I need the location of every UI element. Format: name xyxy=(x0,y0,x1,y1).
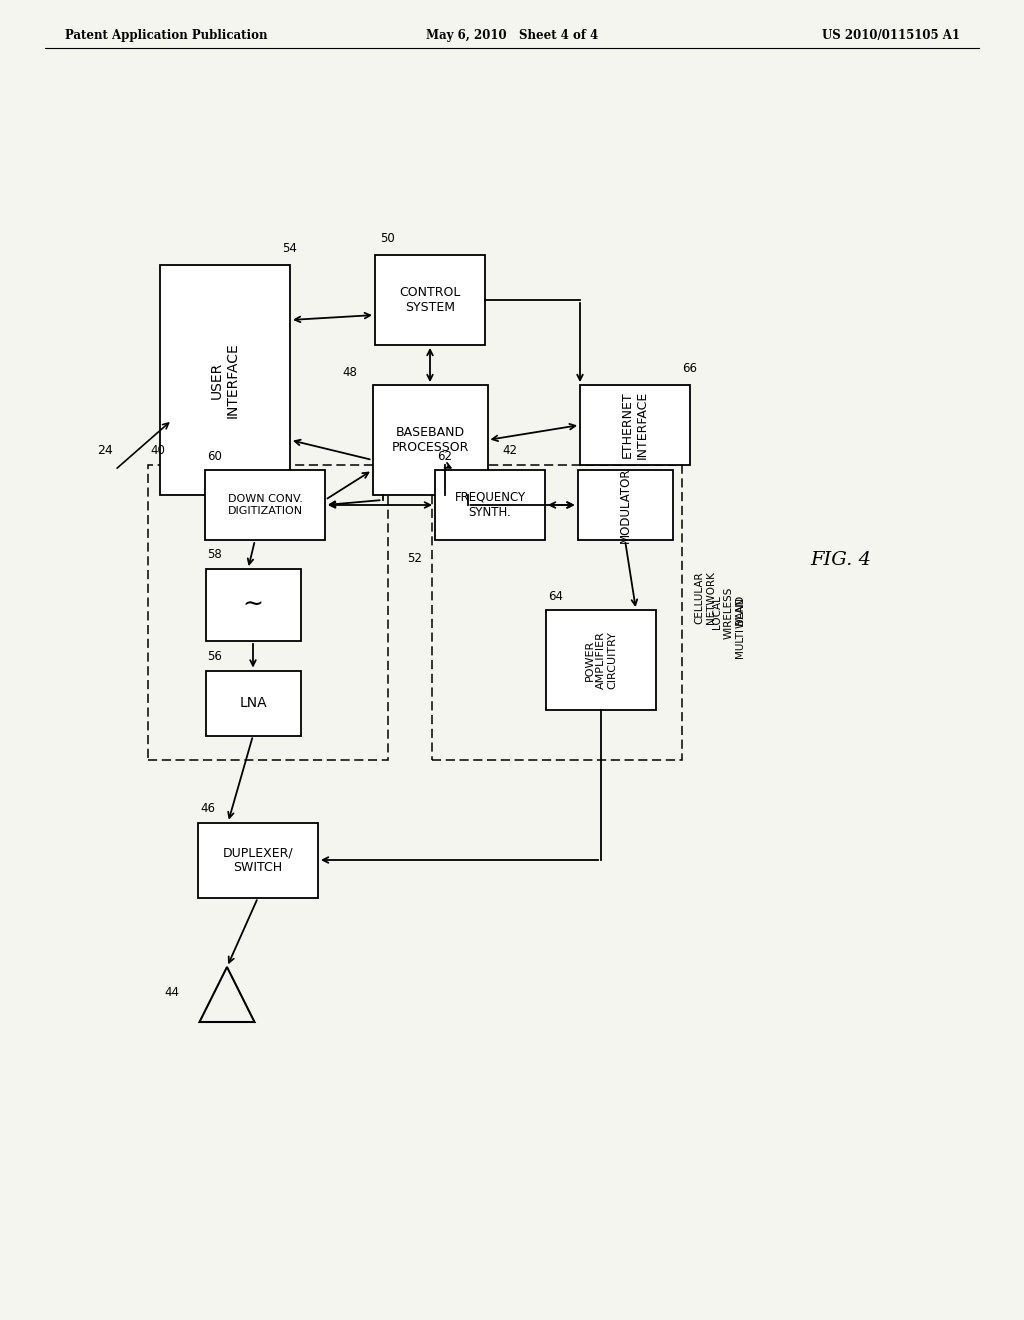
Bar xyxy=(148,465,388,760)
Text: 62: 62 xyxy=(437,450,452,462)
Text: 60: 60 xyxy=(207,450,222,462)
Text: FIG. 4: FIG. 4 xyxy=(810,550,871,569)
Text: POWER
AMPLIFIER
CIRCUITRY: POWER AMPLIFIER CIRCUITRY xyxy=(585,631,617,689)
Text: 48: 48 xyxy=(342,367,357,380)
Bar xyxy=(578,470,673,540)
Text: BASEBAND
PROCESSOR: BASEBAND PROCESSOR xyxy=(391,426,469,454)
Text: LOCAL
WIRELESS
WLAN: LOCAL WIRELESS WLAN xyxy=(712,586,745,639)
Text: MULTI BAND: MULTI BAND xyxy=(736,595,746,659)
Text: DUPLEXER/
SWITCH: DUPLEXER/ SWITCH xyxy=(222,846,293,874)
Text: 42: 42 xyxy=(502,445,517,458)
Text: 58: 58 xyxy=(208,549,222,561)
Text: 50: 50 xyxy=(380,232,394,246)
Bar xyxy=(198,822,318,898)
Bar xyxy=(375,255,485,345)
Text: USER
INTERFACE: USER INTERFACE xyxy=(210,342,240,418)
Text: ∼: ∼ xyxy=(243,593,263,616)
Text: FREQUENCY
SYNTH.: FREQUENCY SYNTH. xyxy=(455,491,525,519)
Text: 56: 56 xyxy=(208,649,222,663)
Bar xyxy=(206,671,300,735)
Text: 24: 24 xyxy=(97,444,113,457)
Bar xyxy=(373,385,487,495)
Bar xyxy=(435,470,545,540)
Bar xyxy=(580,385,690,465)
Bar xyxy=(160,265,290,495)
Text: Patent Application Publication: Patent Application Publication xyxy=(65,29,267,41)
Text: 46: 46 xyxy=(200,803,215,814)
Text: US 2010/0115105 A1: US 2010/0115105 A1 xyxy=(822,29,961,41)
Text: MODULATOR: MODULATOR xyxy=(618,467,632,543)
Text: ETHERNET
INTERFACE: ETHERNET INTERFACE xyxy=(621,391,649,459)
Text: DOWN CONV.
DIGITIZATION: DOWN CONV. DIGITIZATION xyxy=(227,494,302,516)
Text: May 6, 2010   Sheet 4 of 4: May 6, 2010 Sheet 4 of 4 xyxy=(426,29,598,41)
Text: 40: 40 xyxy=(150,445,165,458)
Text: 54: 54 xyxy=(282,243,297,256)
Text: CELLULAR
NETWORK: CELLULAR NETWORK xyxy=(694,572,716,624)
Text: CONTROL
SYSTEM: CONTROL SYSTEM xyxy=(399,286,461,314)
Text: 44: 44 xyxy=(165,986,179,998)
Bar xyxy=(205,470,325,540)
Text: 64: 64 xyxy=(548,590,563,602)
Bar xyxy=(432,465,682,760)
Text: 52: 52 xyxy=(407,552,422,565)
Text: 66: 66 xyxy=(682,363,697,375)
Text: LNA: LNA xyxy=(240,696,267,710)
Bar xyxy=(206,569,300,642)
Bar xyxy=(546,610,656,710)
